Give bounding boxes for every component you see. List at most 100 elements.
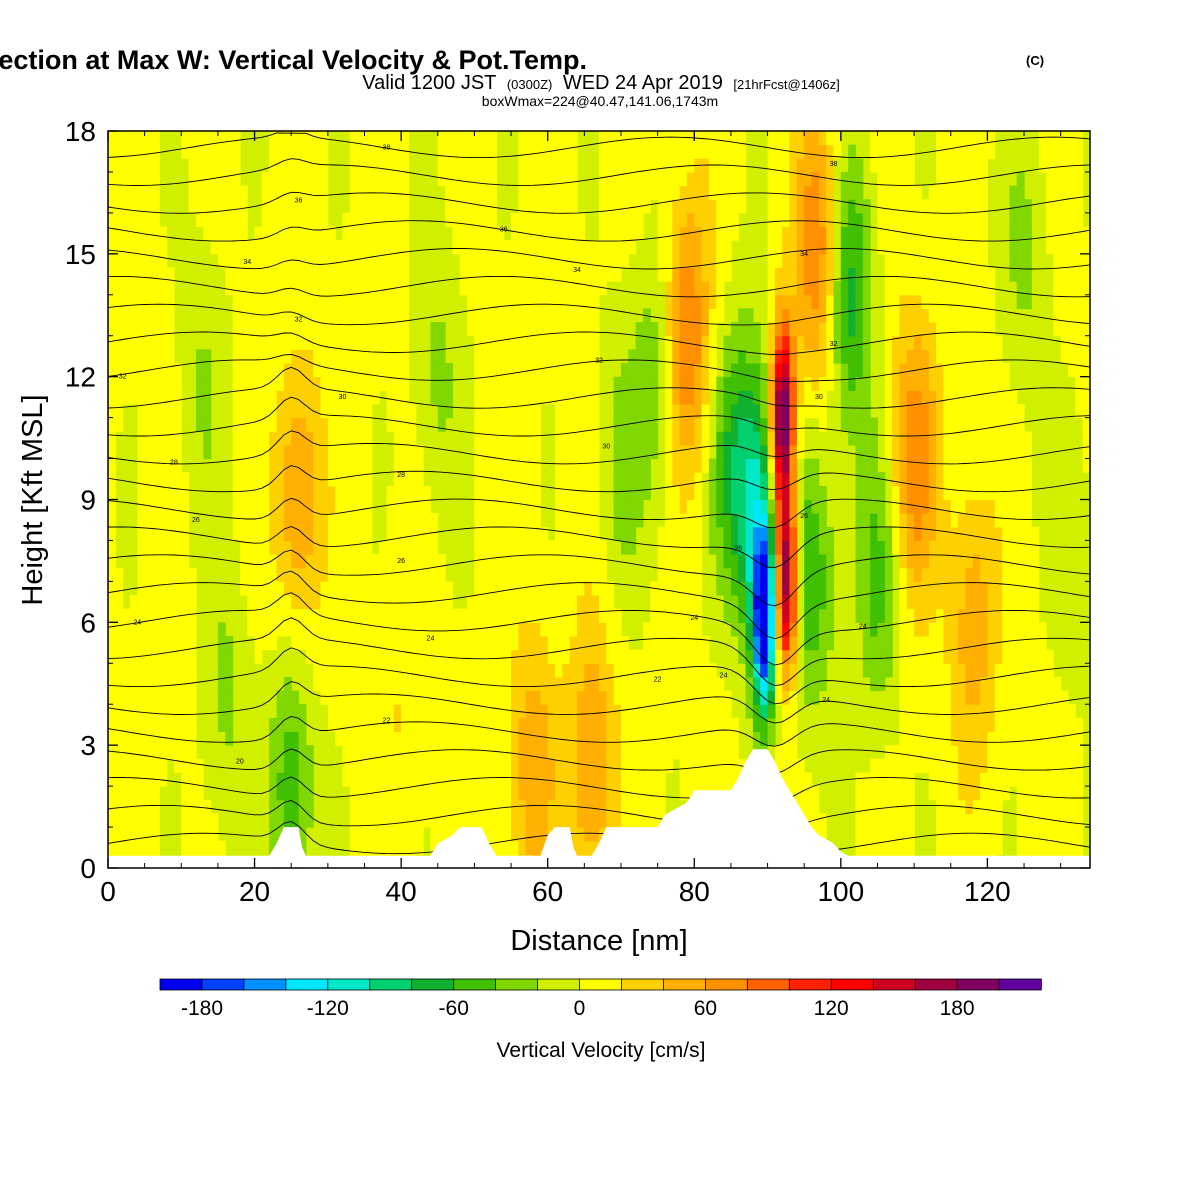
field-cell (686, 526, 695, 541)
field-cell (635, 322, 644, 337)
field-cell (950, 281, 959, 296)
field-cell (305, 799, 314, 814)
field-cell (342, 499, 351, 514)
field-cell (540, 281, 549, 296)
field-cell (496, 581, 505, 596)
field-cell (672, 676, 681, 692)
field-cell (503, 581, 512, 596)
field-cell (261, 595, 270, 610)
field-cell (159, 636, 168, 651)
field-cell (782, 390, 791, 405)
field-cell (533, 472, 541, 487)
field-cell (774, 158, 783, 173)
field-cell (621, 472, 629, 487)
field-cell (489, 226, 497, 241)
field-cell (972, 458, 981, 473)
field-cell (254, 226, 263, 241)
field-cell (533, 390, 541, 405)
field-cell (137, 786, 146, 801)
field-cell (445, 636, 453, 651)
field-cell (225, 158, 234, 173)
field-cell (217, 717, 226, 733)
field-cell (122, 608, 131, 623)
field-cell (562, 663, 571, 678)
field-cell (254, 444, 263, 460)
field-cell (108, 567, 116, 582)
field-cell (650, 704, 659, 719)
field-cell (936, 567, 944, 582)
field-cell (496, 458, 505, 473)
field-cell (569, 608, 578, 623)
field-cell (921, 731, 930, 746)
field-cell (152, 595, 160, 610)
field-cell (276, 526, 285, 541)
field-cell (349, 226, 358, 241)
field-cell (943, 595, 952, 610)
field-cell (943, 690, 952, 705)
field-cell (437, 704, 446, 719)
field-cell (320, 595, 329, 610)
field-cell (496, 226, 505, 241)
field-cell (562, 294, 571, 309)
field-cell (723, 226, 732, 241)
field-cell (665, 595, 673, 610)
field-cell (701, 663, 710, 678)
field-cell (137, 131, 146, 146)
field-cell (511, 363, 519, 378)
field-cell (371, 772, 380, 787)
field-cell (804, 772, 813, 787)
field-cell (130, 240, 138, 255)
field-cell (496, 636, 505, 651)
field-cell (694, 458, 703, 473)
field-cell (635, 376, 644, 391)
field-cell (540, 595, 549, 610)
field-cell (782, 212, 791, 228)
field-cell (752, 567, 761, 582)
field-cell (437, 772, 446, 787)
field-cell (349, 649, 358, 664)
field-cell (877, 649, 886, 664)
field-cell (152, 827, 160, 842)
field-cell (401, 444, 409, 460)
field-cell (723, 144, 732, 159)
field-cell (247, 595, 256, 610)
field-cell (291, 758, 300, 773)
field-cell (906, 349, 915, 364)
field-cell (972, 581, 981, 596)
field-cell (152, 158, 160, 173)
field-cell (174, 731, 182, 746)
field-cell (364, 676, 373, 692)
field-cell (342, 322, 351, 337)
field-cell (767, 417, 776, 432)
field-cell (503, 404, 512, 419)
field-cell (305, 131, 314, 146)
field-cell (738, 499, 747, 514)
field-cell (144, 349, 153, 364)
field-cell (393, 595, 402, 610)
field-cell (496, 404, 505, 419)
field-cell (152, 199, 160, 214)
field-cell (628, 540, 637, 555)
field-cell (291, 253, 300, 268)
field-cell (892, 253, 900, 268)
field-cell (840, 199, 849, 214)
field-cell (943, 267, 952, 282)
field-cell (518, 690, 527, 705)
field-cell (379, 376, 387, 391)
field-cell (694, 212, 703, 228)
field-cell (892, 772, 900, 787)
field-cell (665, 199, 673, 214)
field-cell (782, 281, 791, 296)
field-cell (254, 595, 263, 610)
field-cell (283, 813, 292, 828)
field-cell (826, 158, 835, 173)
field-cell (745, 663, 754, 678)
field-cell (950, 595, 959, 610)
field-cell (481, 404, 490, 419)
field-cell (928, 390, 937, 405)
field-cell (467, 745, 475, 760)
field-cell (423, 772, 431, 787)
field-cell (562, 581, 571, 596)
field-cell (496, 704, 505, 719)
field-cell (137, 622, 146, 637)
